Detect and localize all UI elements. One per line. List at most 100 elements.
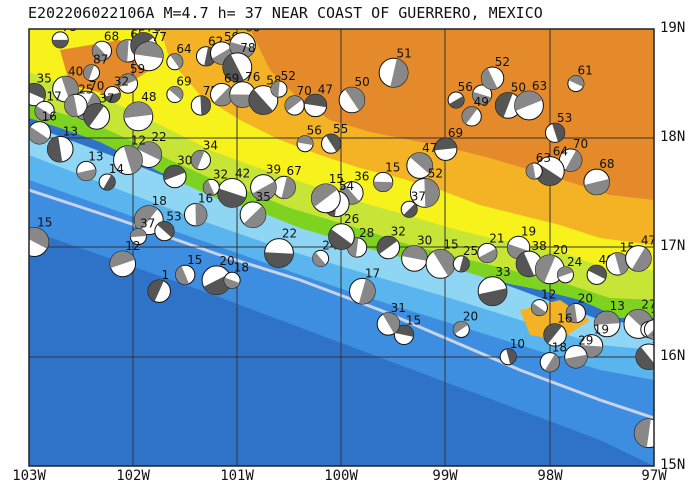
earthquake-event: 63: [514, 79, 547, 121]
earthquake-event: 50: [494, 81, 526, 119]
event-depth-label: 64: [553, 145, 568, 159]
beachball-quadrant: [137, 141, 162, 161]
beachball-quadrant: [248, 89, 274, 115]
earthquake-event: 68: [583, 157, 615, 196]
event-depth-label: 32: [114, 75, 129, 89]
event-depth-label: 20: [578, 291, 593, 305]
event-depth-label: 53: [166, 210, 181, 224]
beachball-quadrant: [203, 180, 215, 196]
earthquake-event: 30: [401, 234, 432, 272]
event-depth-label: 15: [406, 313, 421, 327]
event-depth-label: 18: [552, 341, 567, 355]
earthquake-event: 26: [328, 212, 359, 250]
beachball-quadrant: [76, 168, 96, 181]
earthquake-event: 13: [633, 407, 654, 449]
earthquake-event: 48: [123, 90, 157, 132]
earthquake-event: 15: [310, 172, 344, 214]
event-depth-label: 52: [281, 69, 296, 83]
earthquake-event: 53: [154, 210, 182, 242]
event-depth-label: 15: [385, 160, 400, 174]
earthquake-event: 47: [303, 82, 333, 118]
event-depth-label: 35: [256, 190, 271, 204]
event-depth-label: 76: [245, 70, 260, 84]
earthquake-event: 64: [166, 42, 192, 71]
event-depth-label: 37: [99, 92, 114, 106]
longitude-tick-label: 97W: [641, 468, 667, 484]
event-depth-label: 38: [532, 239, 547, 253]
event-depth-label: 59: [130, 62, 145, 76]
beachball-quadrant: [175, 265, 190, 285]
event-depth-label: 47: [641, 234, 656, 248]
event-depth-label: 18: [234, 260, 249, 274]
earthquake-event: 30: [643, 308, 671, 340]
earthquake-event: 25: [452, 244, 478, 273]
beachball-quadrant: [285, 95, 303, 112]
earthquake-event: 75: [190, 84, 218, 116]
longitude-tick-label: 103W: [12, 468, 46, 484]
beachball-quadrant: [565, 150, 582, 172]
beachball-quadrant: [148, 279, 164, 302]
event-depth-label: 50: [511, 81, 526, 95]
event-depth-label: 20: [463, 309, 478, 323]
event-depth-label: 63: [536, 151, 551, 165]
event-depth-label: 13: [610, 299, 625, 313]
focal-mechanism-events: 7368657077646259607887593540703217253748…: [29, 21, 671, 449]
event-depth-label: 26: [344, 212, 359, 226]
earthquake-event: 35: [239, 190, 271, 229]
earthquake-event: 49: [461, 95, 489, 127]
beachball-quadrant: [552, 123, 565, 142]
earthquake-event: 22: [264, 227, 297, 268]
event-depth-label: 67: [286, 164, 301, 178]
earthquake-event: 12: [109, 239, 141, 278]
earthquake-event: 56: [296, 124, 322, 153]
event-depth-label: 68: [104, 29, 119, 43]
event-depth-label: 25: [463, 244, 478, 258]
beachball-quadrant: [424, 178, 440, 208]
beachball-quadrant: [252, 181, 277, 201]
beachball-quadrant: [462, 106, 478, 125]
event-depth-label: 70: [146, 21, 161, 35]
event-depth-label: 15: [443, 237, 458, 251]
event-depth-label: 22: [151, 130, 166, 144]
earthquake-event: 67: [272, 164, 302, 200]
longitude-tick-label: 100W: [324, 468, 358, 484]
beachball-quadrant: [104, 92, 121, 103]
earthquake-event: 55: [320, 122, 348, 154]
event-depth-label: 16: [42, 110, 57, 124]
event-depth-label: 29: [578, 334, 593, 348]
beachball-quadrant: [382, 312, 400, 334]
beachball-quadrant: [103, 175, 116, 190]
event-depth-label: 49: [474, 95, 489, 109]
beachball-quadrant: [564, 354, 588, 368]
beachball-quadrant: [123, 102, 153, 119]
earthquake-event: 30: [163, 153, 192, 189]
event-depth-label: 55: [333, 122, 348, 136]
earthquake-event: 13: [593, 299, 625, 338]
event-depth-label: 47: [318, 82, 333, 96]
beachball-quadrant: [453, 321, 468, 335]
event-depth-label: 14: [109, 162, 124, 176]
earthquake-event: 12: [530, 288, 556, 317]
earthquake-event: 35: [29, 71, 52, 107]
event-depth-label: 36: [354, 170, 369, 184]
event-depth-label: 87: [93, 53, 108, 67]
earthquake-event: 33: [477, 265, 511, 307]
event-depth-label: 22: [282, 227, 297, 241]
event-depth-label: 56: [458, 80, 473, 94]
beachball-quadrant: [358, 278, 376, 304]
beachball-quadrant: [264, 252, 294, 268]
earthquake-event: 70: [558, 137, 588, 172]
earthquake-event: 68: [91, 29, 119, 61]
event-depth-label: 30: [417, 234, 432, 248]
beachball-quadrant: [634, 418, 651, 448]
beachball-quadrant: [544, 354, 560, 372]
event-depth-label: 64: [176, 42, 191, 56]
event-depth-label: 50: [354, 75, 369, 89]
event-depth-label: 13: [651, 332, 666, 346]
event-depth-label: 70: [89, 79, 104, 93]
event-depth-label: 61: [577, 64, 592, 78]
earthquake-event: 14: [98, 162, 124, 191]
latitude-tick-label: 19N: [660, 20, 686, 36]
event-depth-label: 30: [656, 308, 671, 322]
beachball-quadrant: [495, 92, 513, 118]
